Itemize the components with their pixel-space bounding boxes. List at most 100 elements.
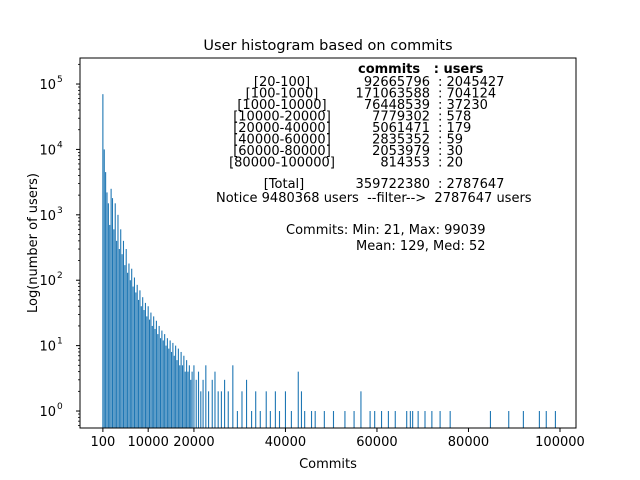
annotation-stats-line1: Commits: Min: 21, Max: 99039 [286,223,485,238]
x-tick-label: 100000 [535,435,585,450]
histogram-bar [161,330,163,428]
histogram-bar [150,312,152,428]
annotation-stats-line2: Mean: 129, Med: 52 [356,239,486,254]
histogram-bar [394,411,396,428]
histogram-bar [187,371,189,428]
histogram-bar [117,214,119,428]
histogram-bar [168,348,170,428]
histogram-bar [139,290,141,428]
histogram-bar [133,277,135,428]
y-tick-label: 10 [39,405,56,420]
histogram-bar [127,272,129,428]
annotation-range: [20-100] [254,75,310,90]
histogram-bar [132,286,134,428]
annotation-range: [10000-20000] [233,110,331,125]
annotation-commits: 7779302 [372,110,430,125]
chart-title: User histogram based on commits [203,38,452,54]
annotation-range: [40000-60000] [233,133,331,148]
x-tick-label: 20000 [173,435,214,450]
histogram-bar [165,345,167,428]
x-axis-label: Commits [299,457,357,472]
histogram-bar [439,411,441,428]
histogram-bar [251,411,253,428]
histogram-bar [241,391,243,428]
histogram-bar [208,391,210,428]
histogram-bar [157,334,159,428]
histogram-bar [232,365,234,428]
y-tick-label: 10 [39,340,56,355]
histogram-bar [360,391,362,428]
histogram-bar [129,280,131,428]
histogram-bar [224,379,226,428]
histogram-bar [105,172,107,428]
histogram-bar [508,411,510,428]
annotation-box: commits : users [20-100] 92665796: 204542… [216,62,532,254]
histogram-bar [143,310,145,428]
annotation-range: [80000-100000] [229,156,335,171]
histogram-bar [190,379,192,428]
histogram-bar [107,203,109,428]
annotation-users: : 30 [438,144,463,159]
annotation-range: [1000-10000] [237,98,326,113]
x-tick-label: 10000 [127,435,168,450]
bars-group [102,94,556,429]
histogram-bar [186,360,188,428]
y-tick-label: 10 [39,143,56,158]
histogram-bar [125,249,127,428]
histogram-bar [202,379,204,428]
plot-frame [79,57,577,429]
histogram-bar [220,391,222,428]
annotation-notice: Notice 9480368 users --filter--> 2787647… [216,191,532,206]
y-tick-exponent: 0 [57,402,63,412]
histogram-bar [173,355,175,428]
histogram-bar [255,391,257,428]
annotation-users: : 37230 [438,98,488,113]
histogram-bar [138,299,140,428]
histogram-bar [417,411,419,428]
histogram-bar [290,411,292,428]
histogram-bar [102,94,104,428]
histogram-bar [140,306,142,428]
histogram-bar [164,334,166,428]
histogram-bar [149,319,151,428]
histogram-bar [195,379,197,428]
histogram-bar [170,351,173,428]
y-tick-exponent: 4 [57,140,63,150]
histogram-bar [176,360,178,428]
histogram-bar [135,292,137,428]
histogram-bar [106,192,108,428]
annotation-commits: 171063588 [356,87,430,102]
histogram-bar [166,338,168,428]
histogram-bar [122,240,125,428]
y-tick-label: 10 [39,209,56,224]
histogram-bar [297,371,299,428]
histogram-bar [151,325,153,428]
histogram-bar [489,411,491,428]
histogram-bar [449,411,451,428]
histogram-bar [314,411,316,428]
histogram-bar [147,306,149,428]
y-tick-exponent: 1 [57,337,63,347]
histogram-bar [183,355,185,428]
histogram-bar [205,365,207,428]
histogram-bar [344,411,346,428]
annotation-commits: 92665796 [364,75,430,90]
histogram-bar [162,340,164,428]
annotation-users: : 704124 [438,87,496,102]
histogram-bar [259,411,261,428]
histogram-bar [374,411,376,428]
histogram-bar [369,411,371,428]
histogram-bar [181,365,184,428]
annotation-header: commits : users [358,62,484,77]
annotation-range: [100-1000] [246,87,319,102]
y-axis-label: Log(number of users) [26,173,41,313]
histogram-bar [128,263,130,428]
histogram-bar [121,254,123,428]
y-tick-label: 10 [39,274,56,289]
histogram-bar [217,391,219,428]
histogram-bar [409,411,411,428]
histogram-bar [304,411,306,428]
histogram-bar [380,411,383,428]
y-tick-label: 10 [39,78,56,93]
histogram-bar [387,411,389,428]
